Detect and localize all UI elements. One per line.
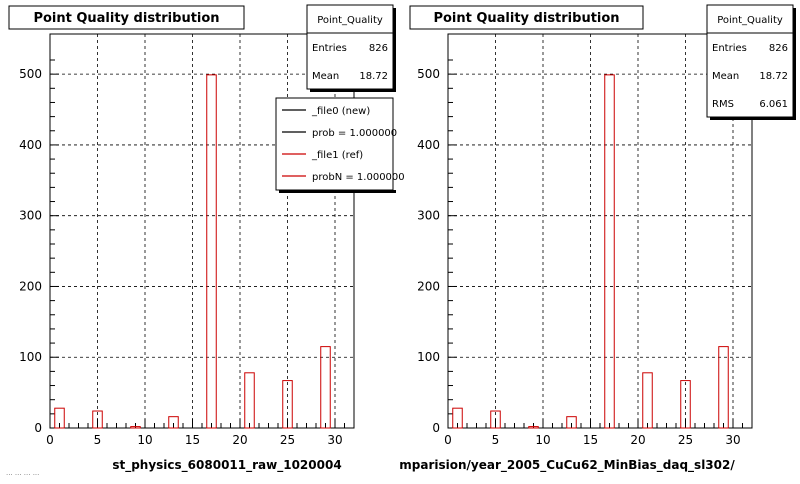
histogram-bar [206,74,217,429]
y-tick-label: 300 [417,209,440,223]
stats-box-shadow [793,8,796,120]
x-tick-label: 10 [535,433,550,447]
stats-label: Mean [312,71,339,82]
stats-value: 826 [369,43,388,54]
histogram-bar [490,410,501,429]
stats-title: Point_Quality [717,15,783,26]
stats-box [706,4,794,118]
x-tick-label: 20 [630,433,645,447]
footer-text: ... ... ... ... [6,469,39,477]
y-tick-label: 400 [19,138,42,152]
y-tick-label: 300 [19,209,42,223]
x-tick-label: 0 [46,433,54,447]
chart-title-box [409,5,644,30]
y-tick-label: 100 [417,350,440,364]
histogram-bar [282,380,293,429]
stats-box [306,4,394,90]
x-tick-label: 30 [327,433,342,447]
stats-value: 18.72 [759,71,788,82]
y-tick-label: 100 [19,350,42,364]
stats-box-shadow [310,89,396,92]
stats-label: Mean [712,71,739,82]
stats-box-shadow [393,8,396,92]
x-tick-label: 25 [280,433,295,447]
plot-frame-1 [49,33,355,429]
x-axis-label: st_physics_6080011_raw_1020004 [112,458,341,473]
histogram-bar [320,346,331,429]
histogram-bar [168,416,179,429]
legend-shadow [279,190,396,193]
y-tick-label: 0 [432,421,440,435]
y-tick-label: 500 [19,67,42,81]
legend-box [275,97,394,191]
stats-box-shadow [710,117,796,120]
chart-title-box [8,5,245,30]
histogram-bar [92,410,103,429]
x-tick-label: 25 [678,433,693,447]
histogram-bar [604,74,615,429]
stats-label: RMS [712,99,734,110]
legend-label: _file1 (ref) [311,150,363,161]
y-tick-label: 200 [19,279,42,293]
x-tick-label: 30 [725,433,740,447]
x-tick-label: 15 [583,433,598,447]
y-tick-label: 400 [417,138,440,152]
x-tick-label: 0 [444,433,452,447]
x-tick-label: 15 [185,433,200,447]
y-tick-label: 500 [417,67,440,81]
histogram-bar [680,380,691,429]
stats-label: Entries [712,43,747,54]
x-tick-label: 5 [94,433,102,447]
legend-label: prob = 1.000000 [312,128,397,139]
x-tick-label: 20 [232,433,247,447]
histogram-bar [528,426,539,429]
plot-frame-2 [447,33,753,429]
histogram-bar [130,426,141,429]
histogram-bar [642,372,653,429]
chart-title: Point Quality distribution [33,11,219,26]
stats-title: Point_Quality [317,15,383,26]
x-tick-label: 10 [137,433,152,447]
x-tick-label: 5 [492,433,500,447]
legend-label: probN = 1.000000 [312,172,405,183]
histogram-bar [566,416,577,429]
stats-value: 6.061 [759,99,788,110]
y-tick-label: 0 [34,421,42,435]
y-tick-label: 200 [417,279,440,293]
legend-label: _file0 (new) [311,106,370,117]
histogram-bar [244,372,255,429]
stats-value: 826 [769,43,788,54]
histogram-bar [452,407,463,429]
chart-title: Point Quality distribution [433,11,619,26]
stats-value: 18.72 [359,71,388,82]
histogram-bar [54,407,65,429]
x-axis-label: mparision/year_2005_CuCu62_MinBias_daq_s… [399,458,735,473]
stats-label: Entries [312,43,347,54]
histogram-bar [718,346,729,429]
